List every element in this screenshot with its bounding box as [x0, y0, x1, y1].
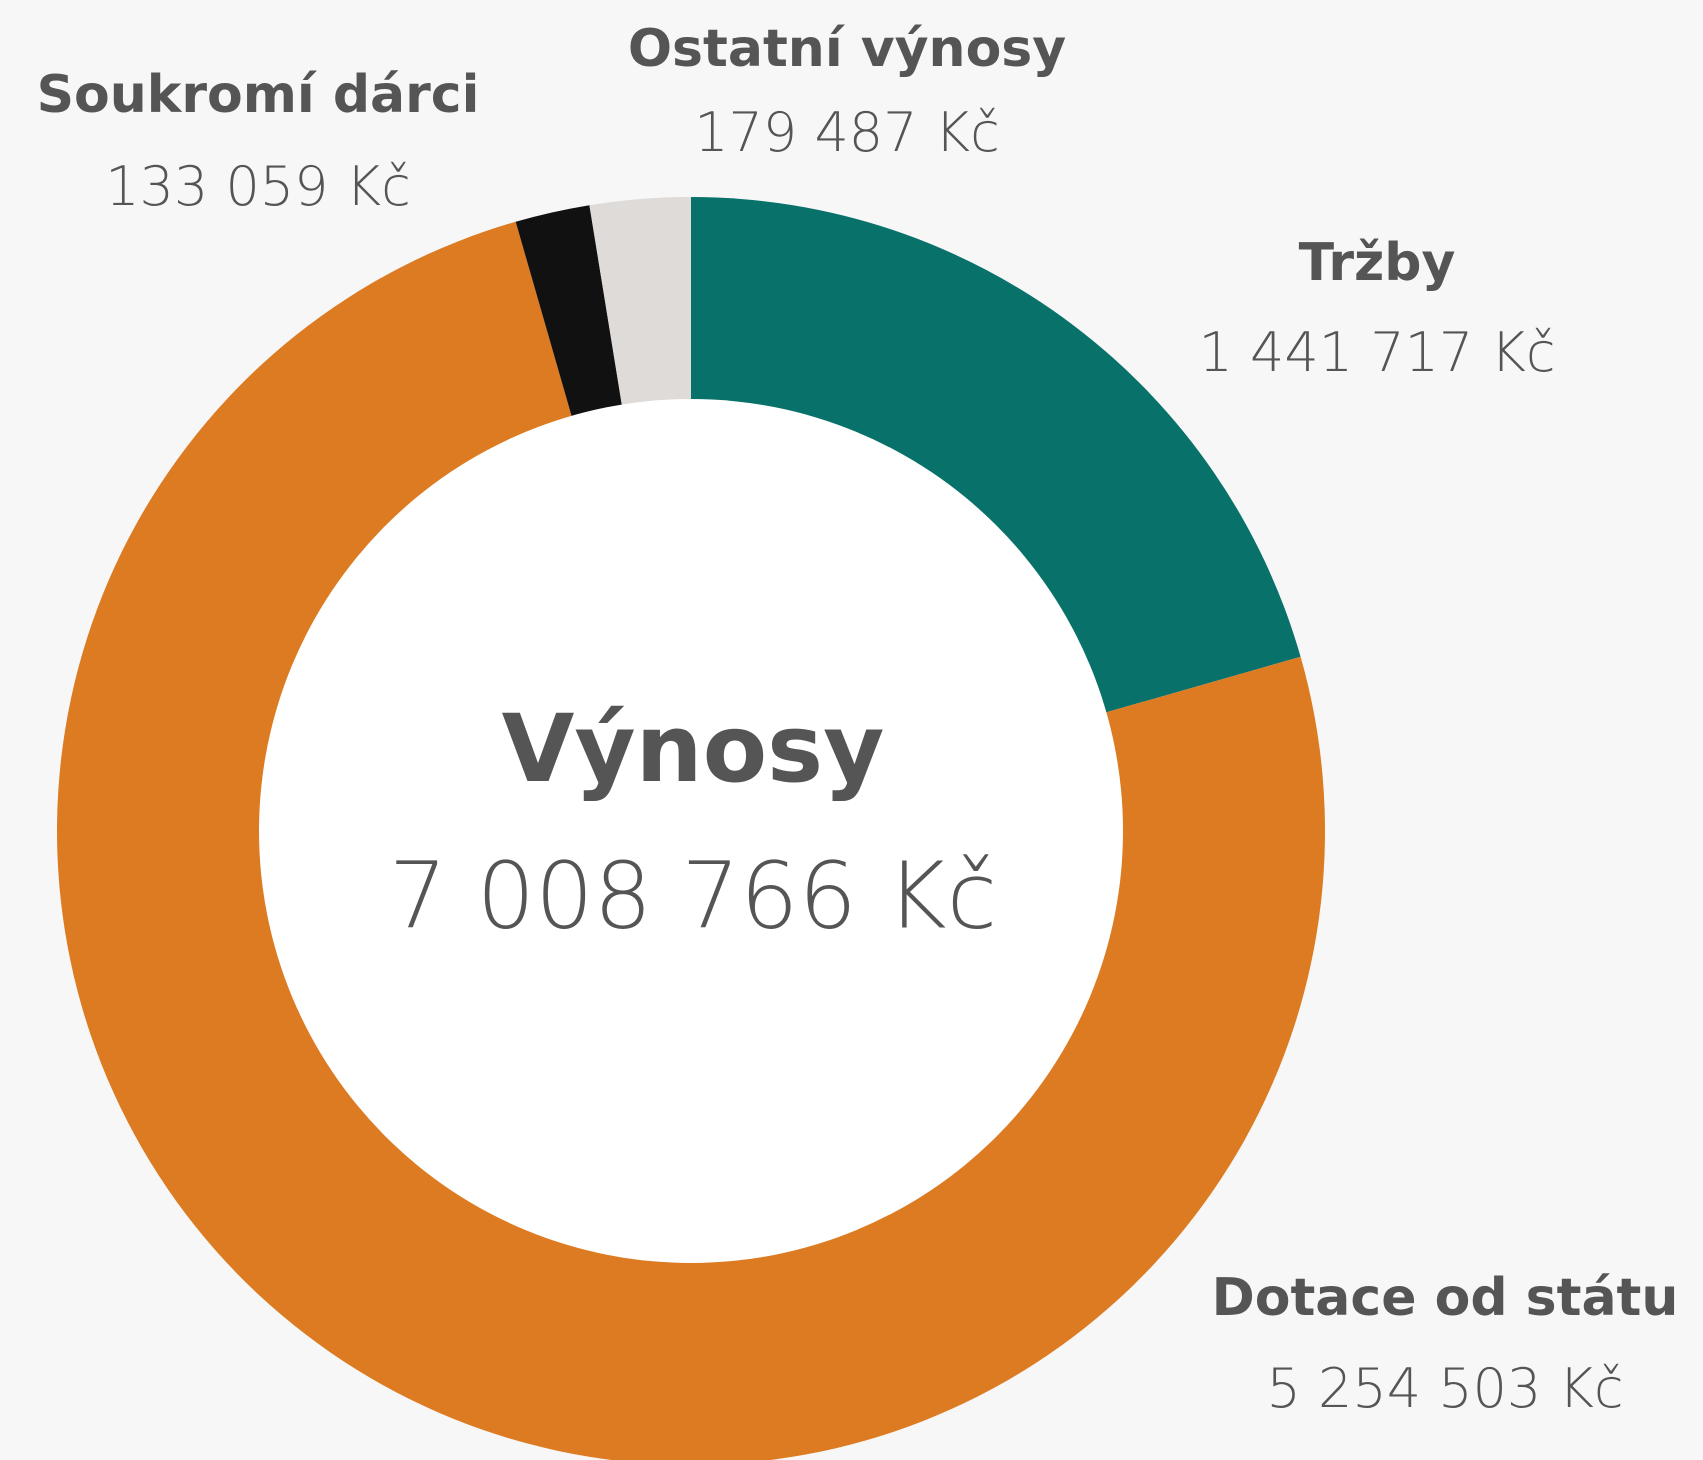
center-total: 7 008 766 Kč: [389, 843, 997, 950]
center-title: Výnosy: [502, 695, 885, 804]
slice-label: Dotace od státu: [1212, 1268, 1679, 1328]
slice-value: 133 059 Kč: [105, 155, 411, 218]
slice-value: 179 487 Kč: [694, 101, 1000, 164]
slice-label: Ostatní výnosy: [628, 19, 1066, 79]
slice-value: 5 254 503 Kč: [1266, 1357, 1623, 1420]
slice-value: 1 441 717 Kč: [1198, 321, 1555, 384]
donut-hole: [259, 399, 1123, 1263]
slice-label: Soukromí dárci: [37, 65, 480, 125]
slice-label: Tržby: [1299, 233, 1456, 293]
